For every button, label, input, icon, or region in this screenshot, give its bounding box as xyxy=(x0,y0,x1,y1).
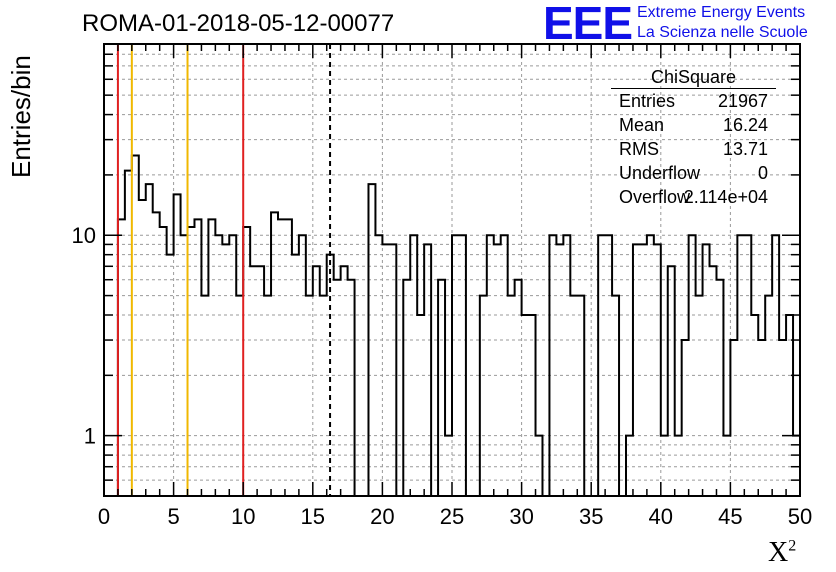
x-tick-label: 40 xyxy=(649,504,673,529)
x-tick-label: 35 xyxy=(579,504,603,529)
eee-logo: EEE xyxy=(543,0,633,49)
x-tick-label: 25 xyxy=(440,504,464,529)
histogram-series xyxy=(104,154,800,497)
y-tick-label: 10 xyxy=(72,223,96,248)
axis-ticks: 0 5 10 15 20 25 30 35 40 45 50 1 10 xyxy=(72,44,812,529)
run-title: ROMA-01-2018-05-12-00077 xyxy=(82,10,395,37)
y-axis-label: Entries/bin xyxy=(6,55,36,178)
logo-subtitle-2: La Scienza nelle Scuole xyxy=(637,24,808,41)
x-tick-label: 15 xyxy=(301,504,325,529)
x-tick-label: 0 xyxy=(98,504,110,529)
x-tick-label: 20 xyxy=(370,504,394,529)
stats-row-overflow: Overflow 2.114e+04 xyxy=(619,187,768,207)
reference-lines xyxy=(116,44,332,496)
logo-subtitle-1: Extreme Energy Events xyxy=(637,4,806,21)
x-axis-label: X2 xyxy=(768,537,797,568)
x-tick-label: 30 xyxy=(509,504,533,529)
y-tick-label: 1 xyxy=(84,424,96,449)
x-tick-label: 5 xyxy=(167,504,179,529)
histogram-outline xyxy=(104,154,800,497)
stats-box: ChiSquare Entries 21967 Mean 16.24 RMS 13.7… xyxy=(611,66,776,209)
stats-row-entries: Entries 21967 xyxy=(619,91,768,111)
stats-row-rms: RMS 13.71 xyxy=(619,139,768,159)
x-tick-label: 50 xyxy=(788,504,812,529)
x-tick-label: 10 xyxy=(231,504,255,529)
stats-row-underflow: Underflow 0 xyxy=(619,163,768,183)
x-tick-label: 45 xyxy=(718,504,742,529)
stats-row-mean: Mean 16.24 xyxy=(619,115,768,135)
stats-title: ChiSquare xyxy=(611,66,776,89)
